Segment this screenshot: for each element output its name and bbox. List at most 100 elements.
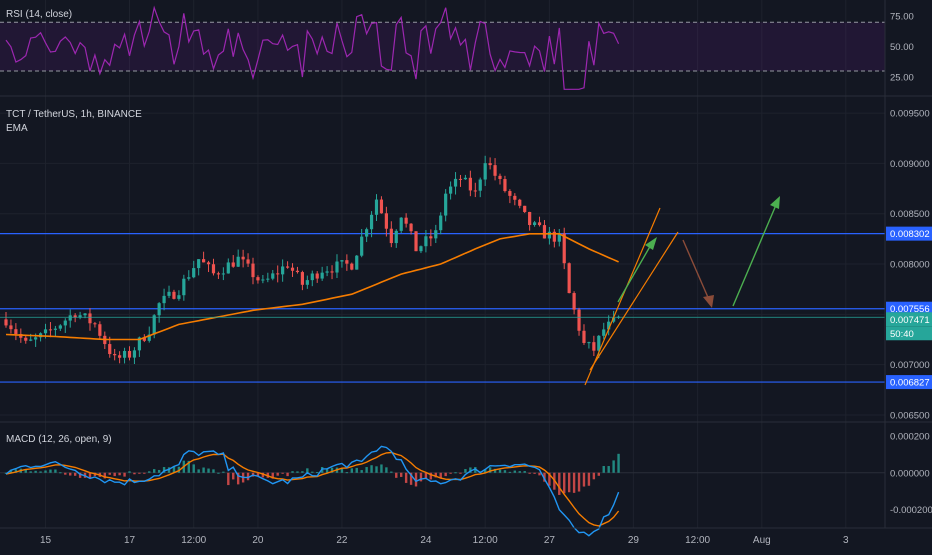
up-arrow-long-line[interactable] bbox=[732, 204, 777, 307]
candle-body bbox=[369, 214, 374, 230]
time-axis-label: 3 bbox=[843, 535, 849, 546]
macd-histogram-bar bbox=[128, 471, 131, 473]
candle-body bbox=[577, 309, 581, 331]
down-arrow-line[interactable] bbox=[682, 239, 711, 303]
grid-lines bbox=[0, 0, 885, 528]
macd-histogram-bar bbox=[572, 472, 576, 493]
candle-body bbox=[473, 190, 477, 192]
price-scale-tick: 0.008000 bbox=[890, 260, 930, 271]
ema-label: EMA bbox=[6, 123, 28, 134]
down-arrow-head-icon bbox=[703, 295, 714, 308]
macd-histogram-bar bbox=[222, 471, 225, 473]
candle-body bbox=[567, 263, 571, 294]
macd-histogram-bar bbox=[533, 472, 536, 474]
macd-histogram-bar bbox=[404, 472, 408, 483]
macd-histogram-bar bbox=[360, 470, 363, 473]
price-scale-tick: 0.009000 bbox=[890, 159, 930, 170]
price-pane[interactable]: TCT / TetherUS, 1h, BINANCE EMA bbox=[0, 109, 885, 386]
candle-body bbox=[152, 315, 156, 335]
macd-histogram-bar bbox=[261, 472, 265, 478]
last-price-badge bbox=[886, 312, 932, 327]
macd-scale-tick: 0.000000 bbox=[890, 468, 930, 479]
channel-lower-line[interactable] bbox=[589, 231, 679, 371]
candle-body bbox=[9, 325, 13, 330]
candle-body bbox=[276, 273, 280, 275]
candle-body bbox=[513, 195, 517, 200]
candle-body bbox=[241, 256, 245, 260]
candle-body bbox=[221, 273, 225, 275]
macd-histogram-bar bbox=[138, 472, 141, 474]
macd-histogram-bar bbox=[523, 471, 526, 473]
macd-histogram-bar bbox=[246, 472, 250, 481]
candle-body bbox=[108, 344, 112, 355]
macd-histogram-bar bbox=[301, 471, 304, 473]
candle-body bbox=[172, 291, 176, 299]
drawings[interactable] bbox=[584, 196, 780, 386]
candle-body bbox=[404, 217, 408, 224]
candle-body bbox=[315, 273, 319, 279]
macd-histogram-bar bbox=[424, 472, 428, 479]
time-axis-label: 12:00 bbox=[473, 535, 498, 546]
candle-body bbox=[63, 320, 67, 326]
candle-body bbox=[98, 324, 102, 336]
macd-histogram-bar bbox=[385, 467, 388, 473]
macd-histogram-bar bbox=[464, 469, 467, 473]
candle-body bbox=[305, 280, 309, 285]
candle-body bbox=[552, 231, 556, 242]
macd-histogram-bar bbox=[281, 472, 284, 474]
time-axis-label: 12:00 bbox=[181, 535, 206, 546]
macd-pane[interactable]: MACD (12, 26, open, 9) bbox=[0, 434, 885, 537]
time-axis-labels: 15 17 12:00 20 22 24 12:00 27 29 12:00 Aug 3 bbox=[40, 535, 849, 546]
candle-body bbox=[429, 236, 433, 239]
macd-histogram-bar bbox=[113, 472, 116, 477]
candle-body bbox=[528, 211, 532, 226]
macd-histogram-bar bbox=[390, 471, 393, 473]
macd-histogram-bar bbox=[133, 472, 136, 475]
candle-body bbox=[300, 272, 304, 285]
price-scale[interactable]: 75.00 50.00 25.00 0.009500 0.009000 0.008500 0… bbox=[884, 0, 932, 528]
macd-histogram-bar bbox=[108, 472, 111, 475]
candle-body bbox=[137, 337, 141, 351]
time-axis[interactable]: 15 17 12:00 20 22 24 12:00 27 29 12:00 Aug 3 bbox=[0, 527, 932, 546]
macd-histogram-bar bbox=[612, 460, 615, 473]
macd-histogram-bar bbox=[24, 469, 27, 473]
macd-histogram-bar bbox=[177, 466, 181, 473]
rsi-line bbox=[5, 5, 620, 90]
up-arrow-short-head-icon bbox=[645, 237, 657, 250]
macd-histogram-bar bbox=[227, 472, 230, 486]
macd-histogram-bar bbox=[69, 472, 72, 476]
macd-histogram-bar bbox=[73, 472, 77, 476]
macd-histogram-bar bbox=[325, 468, 329, 473]
macd-histogram-bar bbox=[429, 472, 433, 480]
macd-histogram-bar bbox=[162, 467, 166, 473]
candle-body bbox=[162, 295, 166, 304]
up-arrow-short-line[interactable] bbox=[617, 242, 653, 303]
candle-body bbox=[597, 335, 601, 351]
candle-body bbox=[379, 199, 384, 214]
macd-histogram-bar bbox=[276, 472, 279, 476]
macd-scale-tick: -0.000200 bbox=[890, 505, 932, 516]
candle-body bbox=[498, 175, 502, 180]
candle-body bbox=[167, 291, 171, 296]
time-axis-label: 24 bbox=[420, 535, 432, 546]
macd-histogram-bar bbox=[395, 472, 398, 478]
candle-body bbox=[458, 178, 463, 180]
level-price-badge bbox=[886, 375, 932, 390]
macd-histogram-bar bbox=[607, 466, 610, 473]
macd-histogram-bar bbox=[469, 467, 472, 473]
candle-body bbox=[206, 262, 211, 265]
price-scale-badges: 0.008302 0.007556 0.006827 0.007471 50:40 bbox=[886, 226, 932, 390]
candle-body bbox=[113, 354, 117, 356]
candle-body bbox=[127, 350, 132, 358]
candle-body bbox=[547, 231, 551, 239]
macd-histogram-bar bbox=[454, 472, 457, 474]
candle-body bbox=[607, 321, 611, 330]
macd-histogram-bar bbox=[187, 460, 190, 473]
time-axis-label: 22 bbox=[336, 535, 348, 546]
rsi-pane[interactable]: RSI (14, close) bbox=[0, 5, 885, 90]
candle-body bbox=[419, 246, 423, 252]
macd-histogram-bar bbox=[296, 471, 299, 473]
candle-body bbox=[58, 325, 62, 329]
channel-upper-line[interactable] bbox=[584, 207, 661, 386]
